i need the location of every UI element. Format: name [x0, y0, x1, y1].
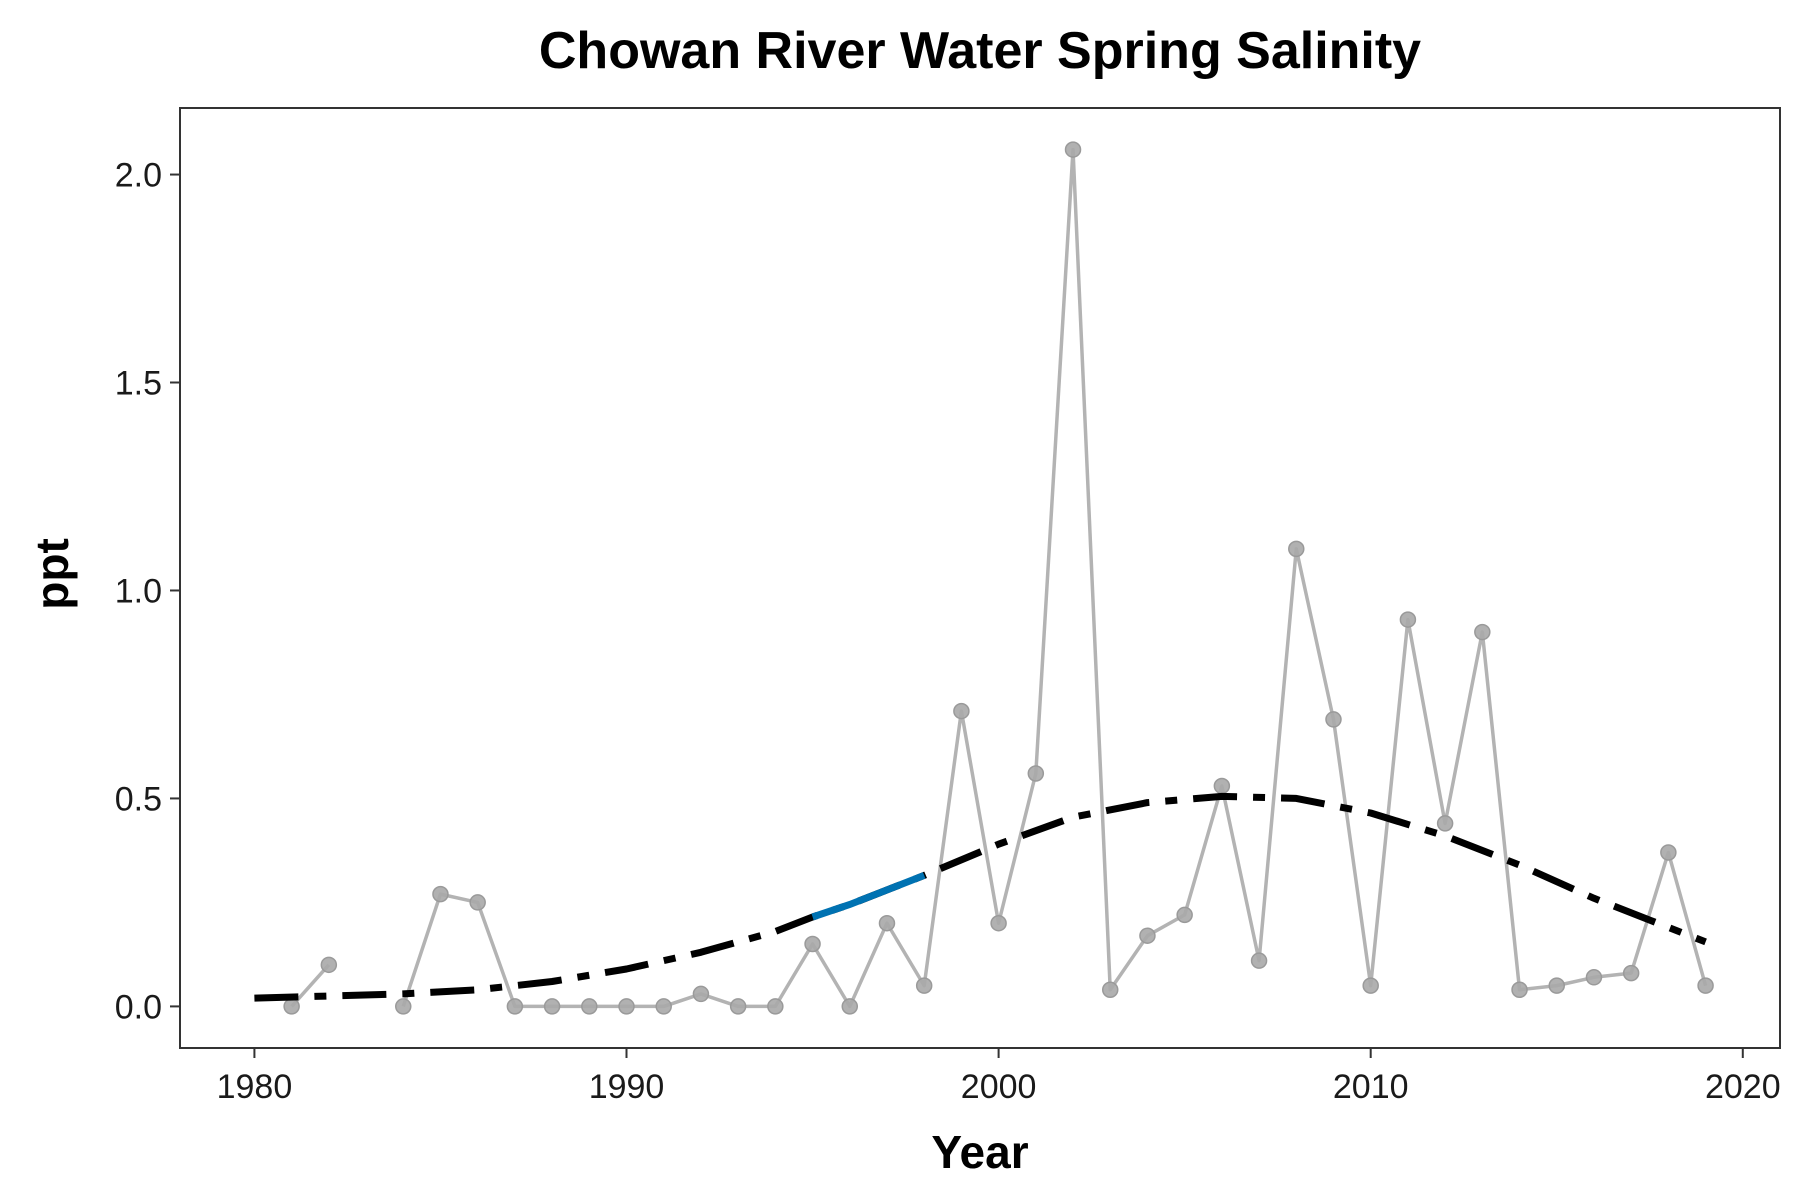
- data-point-2005: [1176, 906, 1193, 924]
- data-point-2001: [1027, 765, 1045, 782]
- trend-highlight-segment: [811, 872, 926, 921]
- y-tick-label-3: 1.5: [115, 365, 162, 403]
- data-point-1985: [432, 885, 449, 903]
- x-axis-label: Year: [931, 1126, 1028, 1178]
- y-axis-label: ppt: [26, 538, 78, 610]
- data-point-2013: [1474, 623, 1491, 641]
- data-point-2016: [1585, 969, 1603, 986]
- data-point-2008: [1288, 540, 1305, 558]
- data-point-2019: [1697, 977, 1714, 994]
- data-point-1989: [581, 998, 598, 1015]
- data-point-2018: [1660, 844, 1677, 861]
- data-point-1984: [395, 998, 412, 1015]
- data-point-2006: [1213, 777, 1231, 795]
- data-point-2002: [1064, 141, 1082, 158]
- data-point-2015: [1548, 977, 1565, 994]
- chart-title: Chowan River Water Spring Salinity: [539, 22, 1421, 80]
- data-point-1998: [915, 977, 933, 994]
- data-point-2000: [990, 914, 1007, 932]
- x-tick-label-2000: 2000: [961, 1068, 1037, 1106]
- x-tick-label-2020: 2020: [1705, 1068, 1781, 1106]
- x-tick-label-1990: 1990: [589, 1068, 665, 1106]
- data-point-2007: [1250, 952, 1268, 969]
- y-tick-label-2: 1.0: [115, 572, 162, 610]
- trend-line: [254, 792, 1707, 1002]
- data-point-1994: [767, 998, 784, 1015]
- data-point-2004: [1139, 927, 1156, 944]
- data-point-1988: [543, 998, 561, 1015]
- plot-border: [179, 107, 1781, 1049]
- data-point-1996: [841, 998, 859, 1015]
- data-point-1992: [692, 985, 710, 1003]
- data-point-2010: [1362, 977, 1379, 994]
- data-point-2012: [1436, 815, 1454, 832]
- observed-line-segment-1: [401, 147, 1708, 1009]
- data-point-2017: [1622, 964, 1640, 982]
- data-point-1987: [506, 998, 524, 1015]
- x-axis: 1980 1990 2000 2010 2020: [217, 1048, 1781, 1106]
- y-tick-label-0: 0.0: [115, 988, 162, 1026]
- plot-area: [179, 107, 1781, 1049]
- data-point-2011: [1399, 611, 1417, 628]
- y-tick-label-1: 0.5: [115, 780, 162, 818]
- data-point-1986: [469, 894, 486, 911]
- data-point-1993: [729, 998, 747, 1015]
- y-tick-label-4: 2.0: [115, 157, 162, 195]
- data-point-2003: [1101, 981, 1119, 999]
- data-point-2014: [1511, 981, 1528, 999]
- data-point-1995: [804, 935, 821, 953]
- x-tick-label-2010: 2010: [1333, 1068, 1409, 1106]
- data-point-1990: [618, 998, 635, 1015]
- data-point-1981: [283, 998, 300, 1015]
- data-point-1982: [320, 956, 338, 974]
- data-point-1999: [953, 702, 970, 720]
- x-tick-label-1980: 1980: [217, 1068, 293, 1106]
- data-point-1997: [878, 914, 896, 932]
- y-axis: 0.0 0.5 1.0 1.5 2.0: [115, 157, 180, 1026]
- data-point-2009: [1325, 711, 1342, 728]
- data-point-1991: [655, 998, 672, 1015]
